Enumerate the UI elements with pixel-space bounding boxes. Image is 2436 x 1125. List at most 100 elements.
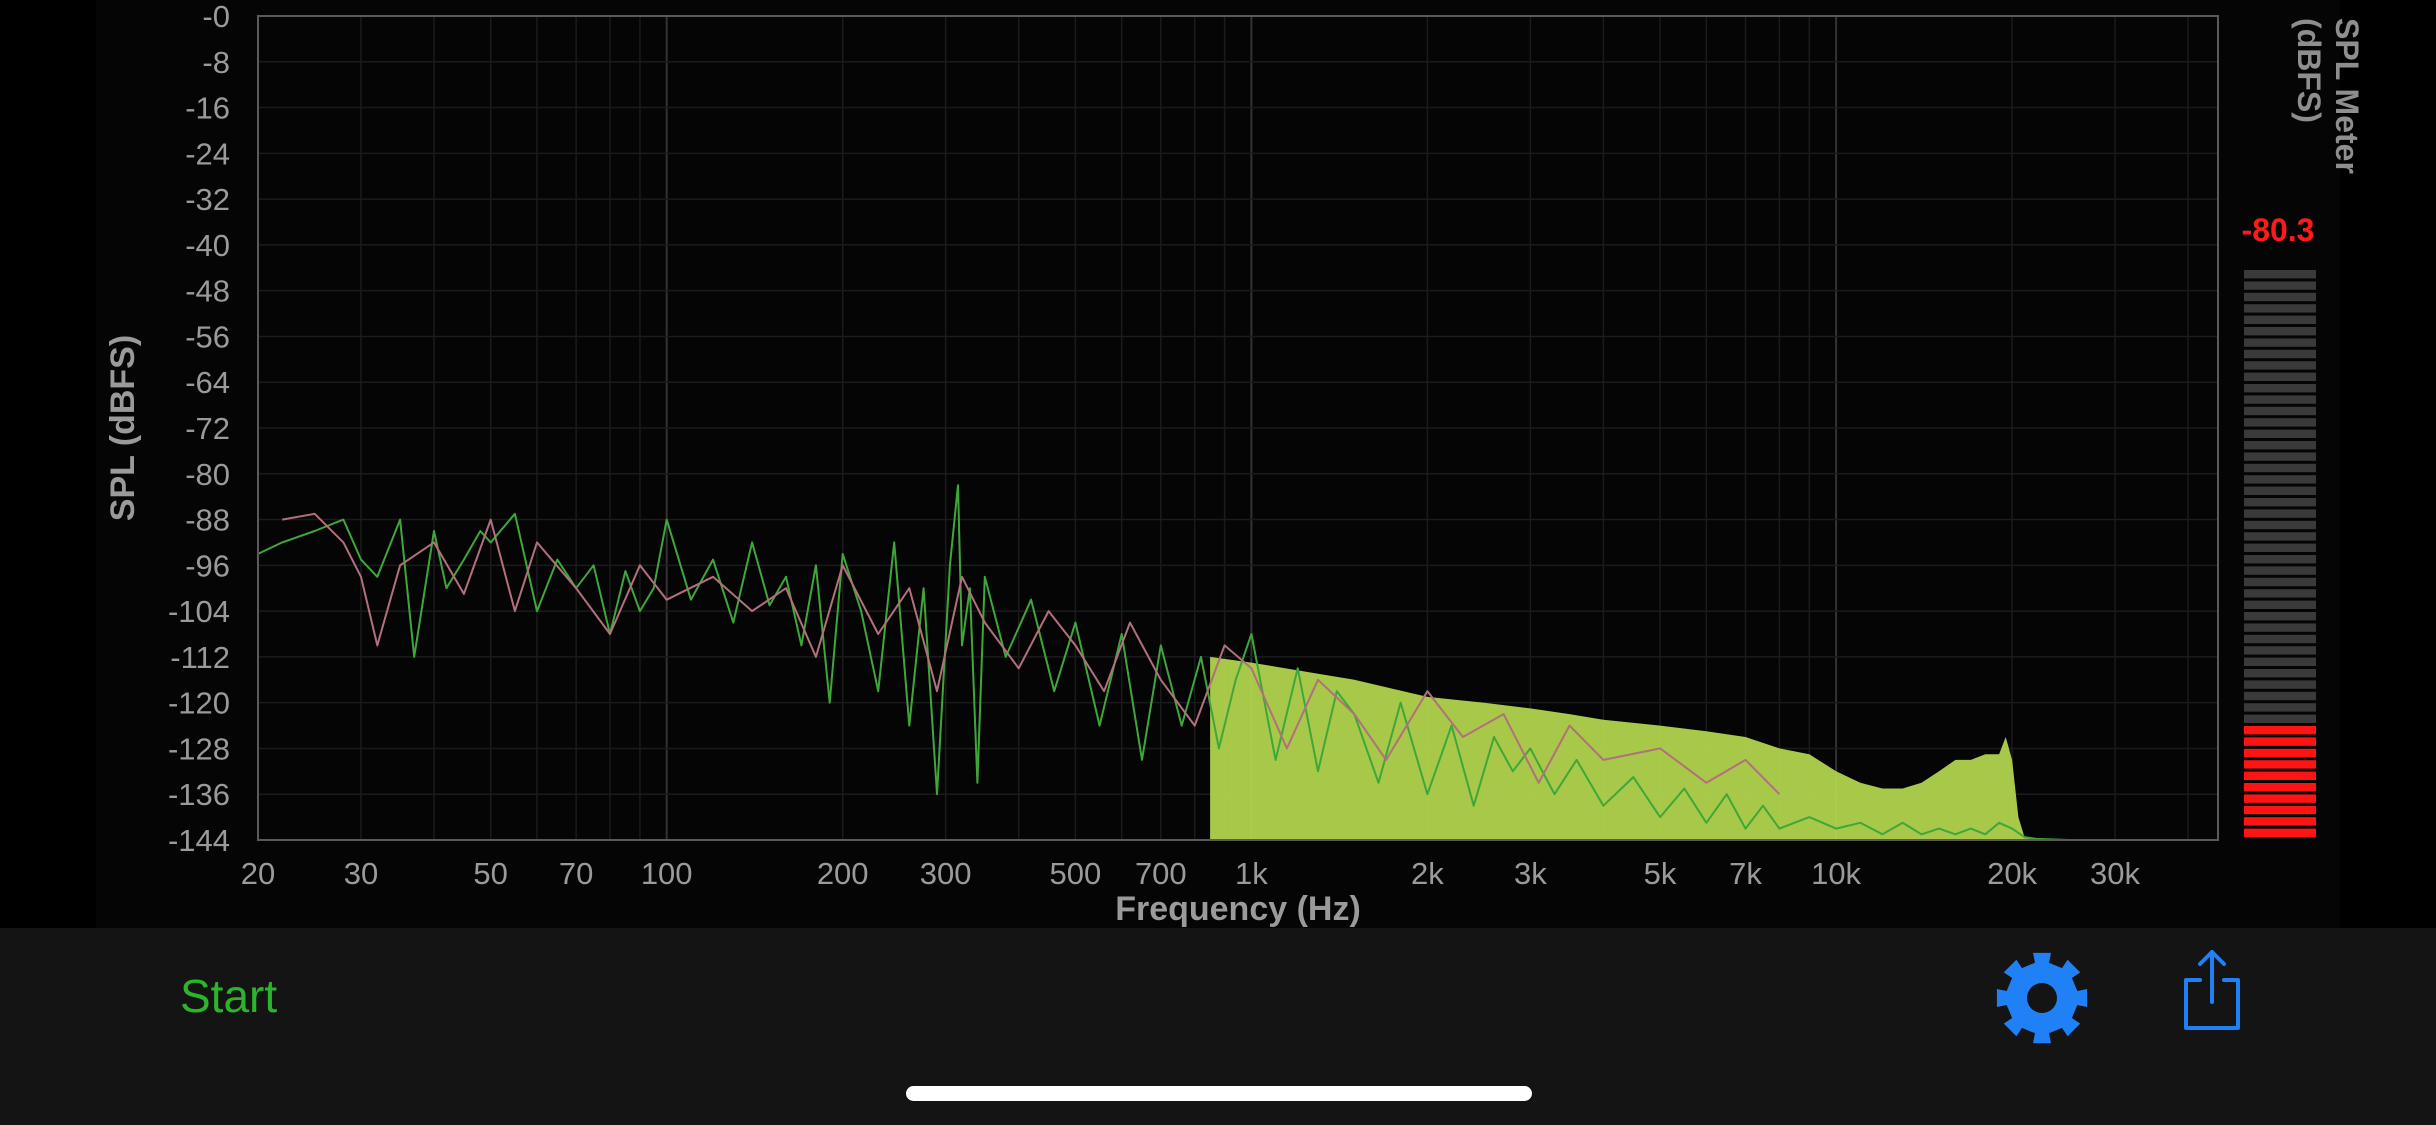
spectrum-fill-area	[1210, 656, 2218, 840]
spl-meter-label: SPL Meter (dBFS)	[2291, 18, 2365, 174]
y-tick-label: -104	[168, 594, 230, 629]
meter-segment	[2244, 361, 2316, 370]
gear-icon-hole	[2027, 983, 2057, 1013]
x-axis-label: Frequency (Hz)	[1115, 890, 1361, 928]
y-tick-label: -128	[168, 731, 230, 766]
x-tick-label: 3k	[1514, 856, 1547, 891]
y-tick-label: -96	[185, 548, 230, 583]
meter-segment	[2244, 463, 2316, 473]
meter-segment	[2244, 714, 2316, 723]
share-button[interactable]	[2180, 948, 2244, 1034]
meter-segment	[2244, 634, 2316, 644]
meter-segment	[2244, 395, 2316, 404]
meter-segment	[2244, 327, 2316, 336]
y-tick-labels: -0 -8 -16 -24 -32 -40 -48 -56 -64 -72 -80 -88 -96 -10…	[168, 0, 230, 858]
meter-segment-active	[2244, 794, 2316, 803]
spectrum-trace-2	[282, 512, 1781, 795]
meter-segment-active	[2244, 783, 2316, 792]
y-tick-label: -120	[168, 686, 230, 721]
meter-segment	[2244, 669, 2316, 678]
meter-segment	[2244, 384, 2316, 393]
plot-border	[257, 15, 2219, 841]
meter-segment	[2244, 657, 2316, 666]
meter-segment-active	[2244, 737, 2316, 746]
meter-segment	[2244, 509, 2316, 518]
meter-segment-active	[2244, 817, 2316, 826]
x-tick-label: 10k	[1811, 856, 1861, 891]
meter-segment-active	[2244, 771, 2316, 780]
x-tick-labels: 20 30 50 70 100 200 300 500 700 1k 2k 3k 5k 7k 10k 20k 3…	[241, 856, 2141, 891]
meter-segment	[2244, 520, 2316, 530]
y-tick-label: -8	[202, 45, 230, 80]
x-tick-label: 200	[817, 856, 869, 891]
y-tick-label: -80	[185, 457, 230, 492]
meter-segment-active	[2244, 828, 2316, 837]
meter-segment	[2244, 292, 2316, 302]
meter-segment	[2244, 703, 2316, 712]
meter-segment	[2244, 441, 2316, 450]
y-tick-label: -32	[185, 182, 230, 217]
spl-meter-value: -80.3	[2241, 212, 2315, 248]
y-tick-label: -0	[202, 0, 230, 34]
y-tick-label: -72	[185, 411, 230, 446]
x-tick-label: 500	[1049, 856, 1101, 891]
y-tick-label: -144	[168, 823, 230, 858]
meter-segment	[2244, 543, 2316, 552]
y-tick-label: -88	[185, 503, 230, 538]
y-tick-label: -16	[185, 91, 230, 126]
meter-segment	[2244, 406, 2316, 416]
meter-segment	[2244, 418, 2316, 427]
meter-segment-active	[2244, 726, 2316, 735]
meter-segment-active	[2244, 748, 2316, 758]
x-tick-label: 70	[559, 856, 593, 891]
settings-button[interactable]	[1992, 948, 2092, 1048]
meter-segment	[2244, 646, 2316, 655]
y-axis-label: SPL (dBFS)	[104, 335, 142, 521]
spectrum-trace-1	[257, 484, 2218, 841]
meter-segment	[2244, 486, 2316, 495]
share-icon	[2184, 950, 2240, 1030]
spectrum-chart: -0 -8 -16 -24 -32 -40 -48 -56 -64 -72 -80 -88 -96 -10…	[104, 0, 2316, 928]
meter-segment	[2244, 589, 2316, 598]
y-tick-label: -40	[185, 228, 230, 263]
meter-segment	[2244, 429, 2316, 438]
y-tick-label: -112	[170, 640, 230, 675]
spl-meter-bar	[2244, 270, 2316, 837]
meter-segment	[2244, 281, 2316, 290]
gear-icon	[1996, 952, 2088, 1044]
meter-segment	[2244, 270, 2316, 279]
meter-segment	[2244, 623, 2316, 632]
x-tick-label: 2k	[1411, 856, 1444, 891]
meter-segment	[2244, 691, 2316, 701]
x-tick-label: 50	[473, 856, 507, 891]
meter-segment-active	[2244, 760, 2316, 769]
x-tick-label: 1k	[1235, 856, 1268, 891]
x-tick-label: 700	[1135, 856, 1187, 891]
x-tick-label: 20	[241, 856, 275, 891]
x-tick-label: 20k	[1987, 856, 2037, 891]
x-tick-label: 100	[641, 856, 693, 891]
meter-segment	[2244, 372, 2316, 381]
x-tick-label: 7k	[1729, 856, 1762, 891]
meter-segment	[2244, 612, 2316, 621]
home-indicator	[906, 1086, 1532, 1101]
meter-segment	[2244, 600, 2316, 609]
meter-segment	[2244, 577, 2316, 587]
meter-segment	[2244, 555, 2316, 564]
x-tick-label: 30	[344, 856, 378, 891]
meter-segment-active	[2244, 805, 2316, 815]
meter-segment	[2244, 498, 2316, 507]
start-button[interactable]: Start	[180, 964, 277, 1028]
y-tick-label: -136	[168, 777, 230, 812]
meter-segment	[2244, 452, 2316, 461]
y-tick-label: -56	[185, 319, 230, 354]
meter-segment	[2244, 315, 2316, 324]
spectrum-traces	[257, 484, 2218, 841]
x-tick-label: 300	[920, 856, 972, 891]
x-tick-label: 5k	[1644, 856, 1677, 891]
meter-segment	[2244, 304, 2316, 313]
spectrum-fill	[1210, 656, 2218, 840]
meter-segment	[2244, 349, 2316, 359]
meter-segment	[2244, 475, 2316, 484]
